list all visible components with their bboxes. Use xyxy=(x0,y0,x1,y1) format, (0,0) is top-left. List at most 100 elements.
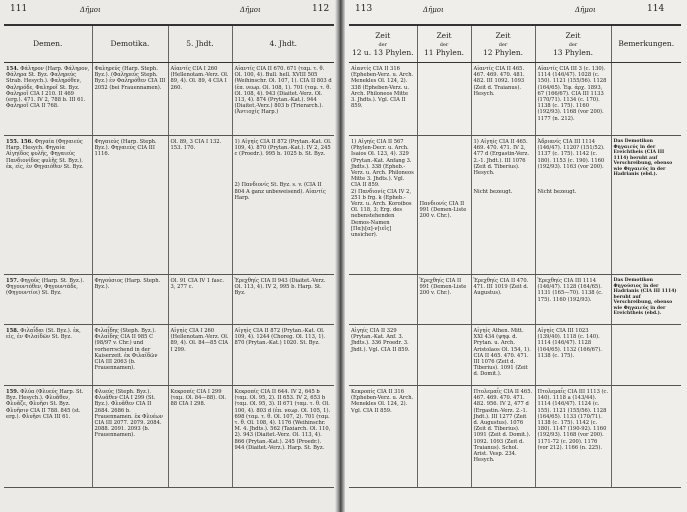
deme-number: 159. xyxy=(6,389,19,395)
cell-text: Κεκροπίς CIA II 644. IV 2, 645 b (ταμ. O… xyxy=(234,389,331,451)
table-row: Αἰγηίς CIA II 329 (Prytan.-Kat. Anf. 3. … xyxy=(349,324,681,386)
table-cell: Ἐρεχθηίς CIA II 943 (Diaitet.-Verz. Ol. … xyxy=(232,274,334,325)
table-cell: Φιλαΐδης (Steph. Byz.). Φιλαΐδης CIA II … xyxy=(92,324,169,386)
header-mid: der xyxy=(439,41,449,48)
table-cell: Αἰαντίς CIA III 3 (c. 130). 1114 (146/47… xyxy=(535,62,612,136)
table-cell xyxy=(611,62,681,136)
column-header: Zeit der 12 Phylen. xyxy=(471,24,536,63)
deme-number: 157. xyxy=(6,278,19,284)
header-top: Zeit xyxy=(375,30,391,40)
header-bottom: 12 u. 13 Phylen. xyxy=(351,47,414,57)
cell-text: Ol. 89, 3 CIA I 132. 153. 170. xyxy=(170,139,222,152)
book-gutter xyxy=(335,0,345,512)
column-header: Demotika. xyxy=(92,24,169,63)
header-top: Zeit xyxy=(495,30,511,40)
running-head: Δῆμοι xyxy=(240,6,261,14)
table-row: Κεκροπίς CIA II 316 (Epheben-Verz. u. Ar… xyxy=(349,385,681,488)
table-row: Αἰαντίς CIA II 316 (Epheben-Verz. u. Arc… xyxy=(349,62,681,136)
header-top: Zeit xyxy=(436,30,452,40)
table-cell: Φλυεύς (Steph. Byz.). Φλυᾶθεν CIA I 299 … xyxy=(92,385,169,488)
cell-text: Das Demotikon Φηγαιεύς in der Ereichthei… xyxy=(613,139,673,177)
page-number: 114 xyxy=(647,4,665,14)
table-cell: Πτολεμαΐς CIA II 465. 467. 469. 470. 471… xyxy=(471,385,536,488)
running-head: Δῆμοι xyxy=(575,6,596,14)
cell-text: Αἰγηίς CIA III 1023 (139/40). 1118 (c. 1… xyxy=(537,328,602,359)
table-cell: Ἀδριανίς CIA III 1114 (146/47). 1120? (1… xyxy=(535,135,612,275)
cell-text: 1) Αἰγηίς CIA II 465. 469. 470. 471. IV … xyxy=(473,139,530,195)
table-cell: Πτολεμαΐς CIA III 1113 (c. 140). 1118 a … xyxy=(535,385,612,488)
cell-text: 1) Αἰγηίς CIA II 872 (Prytan.-Kat. Ol. 1… xyxy=(234,139,332,201)
table-cell: Das Demotikon Φηγούσιος in der Hadrianis… xyxy=(611,274,681,325)
cell-text: Αἰαντίς CIA II 670. 671 (ταμ. τ. θ. Ol. … xyxy=(234,66,332,116)
table-row: 159. Φλύα (Φλυεύς Harp. St. Byz. Hesych.… xyxy=(4,385,334,488)
header-mid: der xyxy=(498,41,508,48)
header-bottom: 13 Phylen. xyxy=(552,47,594,57)
deme-number: 155. 156. xyxy=(6,139,34,145)
page-number: 111 xyxy=(10,4,28,14)
table-cell: 158. Φιλαΐδαι (St. Byz.). ἐκ, εἰς, ἐν Φι… xyxy=(4,324,93,386)
cell-text: Φηγαία (Φηγαιεύς Harp. Hesych. Φηγαία Αἰ… xyxy=(6,139,84,170)
cell-text: Das Demotikon Φηγούσιος in der Hadrianis… xyxy=(613,278,677,316)
cell-text: Φηγαιεύς (Harp. Steph. Byz.). Φηγαιεύς C… xyxy=(94,139,157,158)
table-cell: 1) Αἰγηίς CIA II 872 (Prytan.-Kat. Ol. 1… xyxy=(232,135,334,275)
table-cell: Ἐρεχθηίς CIA II 991 (Demen-Liste 200 v. … xyxy=(417,274,472,325)
left-page: 111 Δῆμοι Δῆμοι 112 Demen. Demotika. 5. Jh… xyxy=(0,0,341,512)
cell-text: Φιλαΐδαι (St. Byz.). ἐκ, εἰς, ἐν Φιλαϊδῶ… xyxy=(6,328,81,341)
cell-text: Ἐρεχθηίς CIA II 470. 471. III 1019 (Zeit… xyxy=(473,278,529,297)
demen-table-left: Demen. Demotika. 5. Jhdt. 4. Jhdt. 154. Φάλη… xyxy=(4,24,334,488)
cell-text: Φαληρεύς (Harp. Steph. Byz.). (Φαληρεύς … xyxy=(94,66,166,91)
cell-text: Πανδιονίς CIA II 991 (Demen-Liste 200 v.… xyxy=(419,201,467,220)
column-header: Demen. xyxy=(4,24,93,63)
demen-table-right: Zeit der 12 u. 13 Phylen. Zeit der 11 Phylen.… xyxy=(349,24,681,488)
table-cell: Αἰαντίς CIA II 670. 671 (ταμ. τ. θ. Ol. … xyxy=(232,62,334,136)
cell-text: Αἰγηίς CIA II 872 (Prytan.-Kat. Ol. 109,… xyxy=(234,328,326,347)
table-cell: Φαληρεύς (Harp. Steph. Byz.). (Φαληρεύς … xyxy=(92,62,169,136)
cell-text: Φλυεύς (Steph. Byz.). Φλυᾶθεν CIA I 299 … xyxy=(94,389,163,439)
column-header: 4. Jhdt. xyxy=(232,24,334,63)
table-cell xyxy=(611,324,681,386)
table-cell: Πανδιονίς CIA II 991 (Demen-Liste 200 v.… xyxy=(417,135,472,275)
table-row: 1) Αἰγηίς CIA II 567 (Phylen-Decr. u. Ar… xyxy=(349,135,681,275)
table-cell: Φηγούσιος (Harp. Steph. Byz.). xyxy=(92,274,169,325)
table-cell: Αἰαντίς CIA I 260 (Hellenotam.-Verz. Ol.… xyxy=(168,62,233,136)
cell-text: Αἰαντίς CIA II 465. 467. 469. 470. 481. … xyxy=(473,66,525,97)
table-row: 154. Φάληρον (Harp. Φάληρον, Φάληρα St. … xyxy=(4,62,334,136)
cell-text: Αἰγηίς CIA II 329 (Prytan.-Kat. Anf. 3. … xyxy=(351,328,410,353)
cell-text: Αἰγηίς CIA I 260 (Hellenotam.-Verz. Ol. … xyxy=(170,328,229,353)
header-bottom: 11 Phylen. xyxy=(423,47,465,57)
table-row: 155. 156. Φηγαία (Φηγαιεύς Harp. Hesych.… xyxy=(4,135,334,275)
cell-text: Πτολεμαΐς CIA III 1113 (c. 140). 1118 a … xyxy=(537,389,609,451)
cell-text: Κεκροπίς CIA I 299 (ταμ. Ol. 84—88). Ol.… xyxy=(170,389,227,408)
cell-text: Φηγούσιος (Harp. Steph. Byz.). xyxy=(94,278,161,291)
table-cell xyxy=(417,385,472,488)
table-cell: Das Demotikon Φηγαιεύς in der Ereichthei… xyxy=(611,135,681,275)
table-cell: 154. Φάληρον (Harp. Φάληρον, Φάληρα St. … xyxy=(4,62,93,136)
cell-text: Αἰαντίς CIA III 3 (c. 130). 1114 (146/47… xyxy=(537,66,607,122)
table-cell: Αἰγηίς CIA I 260 (Hellenotam.-Verz. Ol. … xyxy=(168,324,233,386)
table-cell: Αἰαντίς CIA II 316 (Epheben-Verz. u. Arc… xyxy=(349,62,418,136)
cell-text: Αἰαντίς CIA I 260 (Hellenotam.-Verz. Ol.… xyxy=(170,66,229,91)
table-cell xyxy=(417,62,472,136)
table-cell: 159. Φλύα (Φλυεύς Harp. St. Byz. Hesych.… xyxy=(4,385,93,488)
table-cell: Φηγαιεύς (Harp. Steph. Byz.). Φηγαιεύς C… xyxy=(92,135,169,275)
table-cell: Αἰαντίς CIA II 465. 467. 469. 470. 481. … xyxy=(471,62,536,136)
cell-text: Φλύα (Φλυεύς Harp. St. Byz. Hesych.). Φλ… xyxy=(6,389,84,420)
table-cell: Ol. 91 CIA IV 1 fasc. 3, 277 c. xyxy=(168,274,233,325)
table-row: 157. Φηγοῦς (Harp. St. Byz.). Φηγουντόθε… xyxy=(4,274,334,325)
header-mid: der xyxy=(378,41,388,48)
table-cell: 157. Φηγοῦς (Harp. St. Byz.). Φηγουντόθε… xyxy=(4,274,93,325)
column-header: 5. Jhdt. xyxy=(168,24,233,63)
column-header: Bemerkungen. xyxy=(611,24,681,63)
deme-number: 158. xyxy=(6,328,19,334)
table-cell: 1) Αἰγηίς CIA II 465. 469. 470. 471. IV … xyxy=(471,135,536,275)
deme-number: 154. xyxy=(6,66,19,72)
column-header: Zeit der 13 Phylen. xyxy=(535,24,612,63)
cell-text: Αἰγηίς Athen. Mitt. XXI 434 (ψηφ. d. Pry… xyxy=(473,328,531,378)
right-page: 113 Δῆμοι Δῆμοι 114 Zeit der 12 u. 13 Phyl… xyxy=(343,0,687,512)
running-head: Δῆμοι xyxy=(80,6,101,14)
table-cell: Ἐρεχθηίς CIA II 470. 471. III 1019 (Zeit… xyxy=(471,274,536,325)
header-bottom: Bemerkungen. xyxy=(618,39,675,48)
column-header: Zeit der 12 u. 13 Phylen. xyxy=(349,24,418,63)
table-cell xyxy=(611,385,681,488)
cell-text: Φηγοῦς (Harp. St. Byz.). Φηγουντόθεν, Φη… xyxy=(6,278,85,297)
